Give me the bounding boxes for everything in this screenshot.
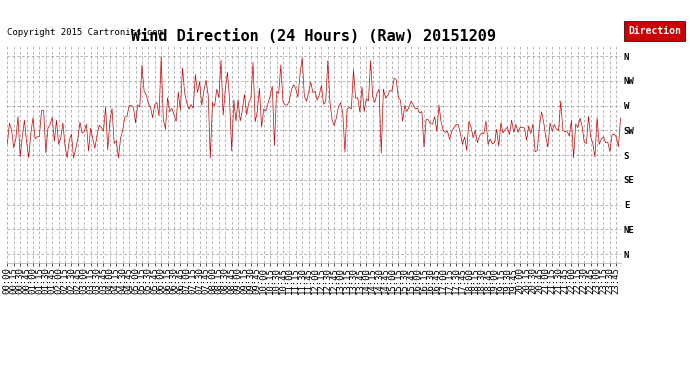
Text: Direction: Direction bbox=[629, 26, 681, 36]
Text: Copyright 2015 Cartronics.com: Copyright 2015 Cartronics.com bbox=[7, 28, 163, 37]
Title: Wind Direction (24 Hours) (Raw) 20151209: Wind Direction (24 Hours) (Raw) 20151209 bbox=[132, 29, 496, 44]
